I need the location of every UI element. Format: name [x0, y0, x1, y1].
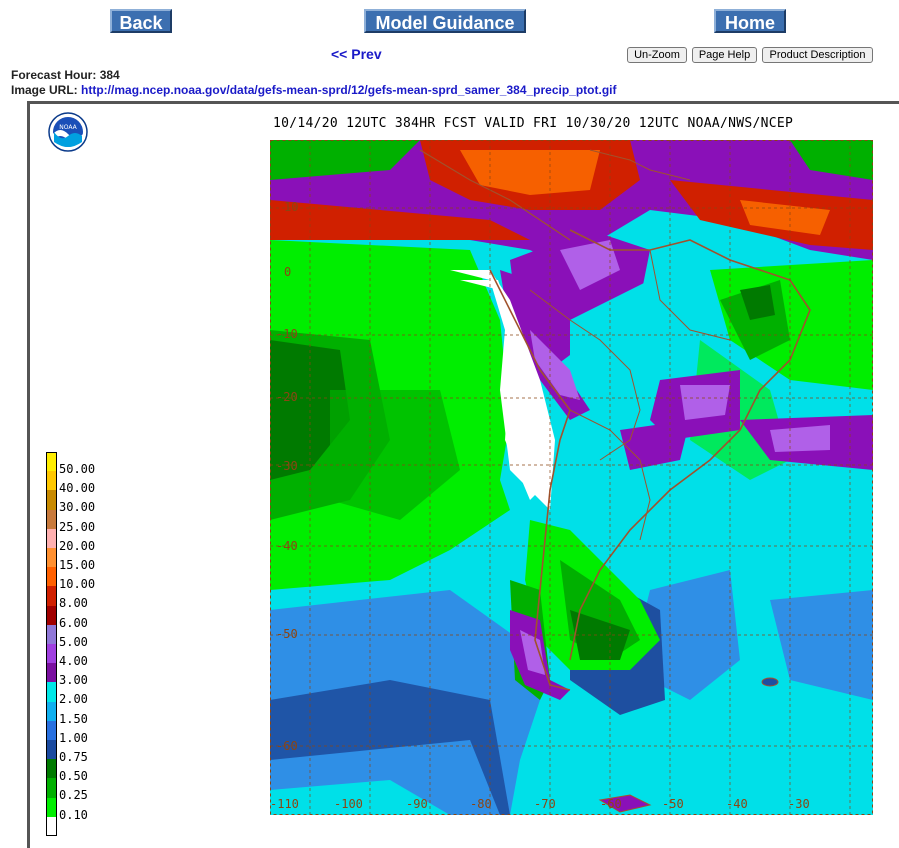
- legend-swatch: [46, 490, 57, 510]
- legend-swatch: [46, 797, 57, 817]
- lon-label: -60: [600, 797, 622, 811]
- precip-map[interactable]: 10 0 -10 -20 -30 -40 -50 -60 -110 -100 -…: [270, 140, 873, 815]
- lat-label: 10: [284, 200, 298, 214]
- lat-label: -10: [276, 327, 298, 341]
- product-description-button[interactable]: Product Description: [762, 47, 873, 63]
- legend-swatch: [46, 816, 57, 836]
- legend-swatch: [46, 452, 57, 472]
- forecast-hour-value: 384: [99, 68, 120, 82]
- noaa-logo-text: NOAA: [59, 124, 77, 131]
- legend-label: 0.10: [59, 807, 88, 822]
- back-button[interactable]: Back: [110, 9, 172, 33]
- legend-label: 1.50: [59, 711, 88, 726]
- legend-swatch: [46, 605, 57, 625]
- lon-label: -30: [788, 797, 810, 811]
- map-title: 10/14/20 12UTC 384HR FCST VALID FRI 10/3…: [273, 116, 794, 131]
- legend-swatch: [46, 701, 57, 721]
- legend-swatch: [46, 663, 57, 683]
- legend-swatch: [46, 548, 57, 568]
- lon-label: -110: [270, 797, 299, 811]
- legend-swatch: [46, 720, 57, 740]
- legend-label: 0.25: [59, 788, 88, 803]
- lat-label: 0: [284, 265, 291, 279]
- legend-label: 0.75: [59, 750, 88, 764]
- lon-label: -70: [534, 797, 556, 811]
- legend-label: 0.50: [59, 769, 88, 784]
- legend-swatch: [46, 509, 57, 529]
- lat-label: -40: [276, 539, 298, 553]
- legend-label: 3.00: [59, 673, 88, 688]
- legend-label: 25.00: [59, 519, 96, 534]
- legend-swatch: [46, 759, 57, 779]
- legend-swatch: [46, 471, 57, 491]
- image-frame-top: [27, 101, 899, 104]
- legend-swatch: [46, 778, 57, 798]
- legend-label: 30.00: [59, 500, 96, 515]
- forecast-hour-label: Forecast Hour:: [11, 68, 97, 82]
- legend-label: 2.00: [59, 692, 88, 707]
- legend-label: 8.00: [59, 596, 88, 611]
- noaa-logo: NOAA: [48, 112, 88, 152]
- legend-label: 1.00: [59, 730, 88, 745]
- legend-swatch: [46, 740, 57, 760]
- image-frame-left: [27, 101, 30, 848]
- legend-label: 10.00: [59, 577, 96, 592]
- prev-link[interactable]: << Prev: [331, 46, 382, 62]
- lon-label: -50: [662, 797, 684, 811]
- lat-label: -20: [276, 390, 298, 404]
- legend-swatch: [46, 644, 57, 664]
- legend-swatch: [46, 624, 57, 644]
- forecast-hour: Forecast Hour: 384: [11, 68, 120, 82]
- legend-label: 6.00: [59, 615, 88, 630]
- legend-label: 4.00: [59, 654, 88, 668]
- precip-legend: 50.00 40.00 30.00 25.00 20.00 15.00 10.00 8.00 6…: [46, 452, 116, 836]
- map-grid: [270, 140, 873, 815]
- legend-label: 15.00: [59, 558, 96, 572]
- image-url-link[interactable]: http://mag.ncep.noaa.gov/data/gefs-mean-…: [81, 83, 617, 97]
- lon-label: -90: [406, 797, 428, 811]
- legend-swatch: [46, 586, 57, 606]
- lat-label: -50: [276, 627, 298, 641]
- legend-label: 5.00: [59, 634, 88, 649]
- image-url-label: Image URL:: [11, 83, 78, 97]
- lon-label: -40: [726, 797, 748, 811]
- lon-label: -100: [334, 797, 363, 811]
- lon-labels: -110 -100 -90 -80 -70 -60 -50 -40 -30: [270, 797, 810, 811]
- legend-swatch: [46, 682, 57, 702]
- legend-swatch: [46, 528, 57, 548]
- lat-label: -30: [276, 459, 298, 473]
- legend-swatch: [46, 567, 57, 587]
- legend-label: 50.00: [59, 462, 96, 476]
- unzoom-button[interactable]: Un-Zoom: [627, 47, 687, 63]
- home-button[interactable]: Home: [714, 9, 786, 33]
- lat-labels: 10 0 -10 -20 -30 -40 -50 -60: [276, 200, 298, 753]
- lon-label: -80: [470, 797, 492, 811]
- model-guidance-button[interactable]: Model Guidance: [364, 9, 526, 33]
- legend-label: 20.00: [59, 538, 96, 553]
- image-url: Image URL: http://mag.ncep.noaa.gov/data…: [11, 83, 617, 97]
- legend-label: 40.00: [59, 481, 96, 496]
- lat-label: -60: [276, 739, 298, 753]
- page-help-button[interactable]: Page Help: [692, 47, 757, 63]
